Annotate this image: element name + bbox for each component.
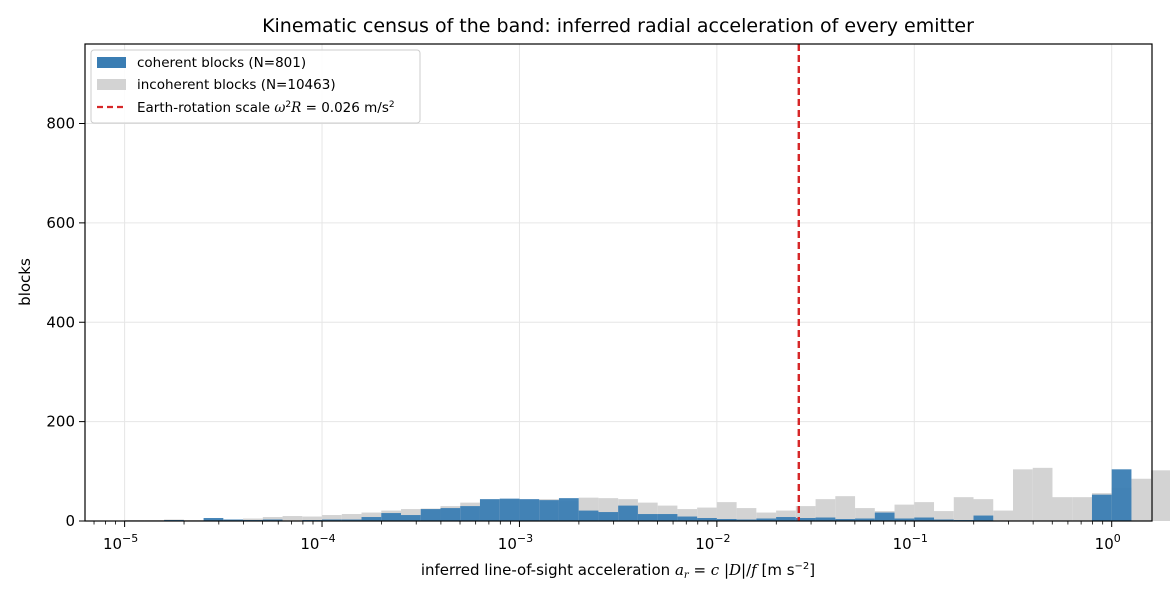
y-tick-label: 800 [46,115,75,133]
histogram-bar [1151,470,1170,521]
histogram-bar [1032,467,1053,521]
legend-label-reference: Earth-rotation scale ω2R = 0.026 m/s2 [137,100,395,116]
histogram-bar [795,506,816,521]
histogram-bar [894,518,915,521]
histogram-bar [1012,469,1033,521]
histogram-bar [934,511,954,521]
histogram-bar [855,518,875,521]
legend-label-incoherent: incoherent blocks (N=10463) [137,77,336,93]
histogram-bar [736,519,757,521]
histogram-bar [756,518,777,521]
histogram-bar [223,519,244,521]
histogram-bar [460,506,480,521]
histogram-bar [618,505,638,521]
histogram-bar [539,500,559,521]
histogram-bar [262,519,283,521]
legend: coherent blocks (N=801) incoherent block… [90,49,421,124]
histogram-bar [440,508,461,521]
histogram-bar [815,517,836,521]
histogram-bar [855,508,875,521]
histogram-bar [598,512,619,521]
histogram-bar [815,499,836,521]
histogram-bar [519,499,540,521]
histogram-bar [243,518,263,521]
histogram-bar [203,518,224,521]
histogram-bar [894,504,915,521]
legend-label-coherent: coherent blocks (N=801) [137,55,306,71]
histogram-bar [637,514,658,521]
y-tick-label: 600 [46,214,75,232]
histogram-bar [716,502,737,521]
histogram-bar [795,518,816,521]
histogram-bar [381,513,401,521]
x-tick-label: 10−2 [695,532,730,553]
histogram-bar [499,498,520,521]
x-tick-label: 100 [1095,532,1121,553]
y-axis-ticks: 0 200 400 600 800 [46,115,85,530]
legend-swatch-incoherent [97,79,126,90]
histogram-bar [1111,469,1132,521]
histogram-bar [835,496,856,521]
histogram-bar [322,519,342,521]
histogram-bar [400,515,421,521]
histogram-bar [993,510,1013,521]
histogram-bar [420,509,441,521]
histogram-bar [973,515,994,521]
histogram-bar [341,519,362,521]
histogram-bar [341,514,362,521]
histogram-bar [776,517,796,521]
histogram-bar [1131,478,1152,521]
histogram-bar [558,498,579,521]
histogram-bar [914,517,935,521]
histogram-bar [677,516,698,521]
histogram-bar [1091,494,1112,521]
histogram-bar [1052,497,1073,521]
histogram-bar [677,509,698,521]
histogram-bar [657,514,678,521]
y-tick-label: 200 [46,413,75,431]
histogram-bar [914,502,935,521]
x-tick-label: 10−3 [498,532,533,553]
histogram-bar [953,497,974,521]
legend-swatch-coherent [97,57,126,68]
histogram-bar [835,519,856,521]
y-tick-label: 0 [65,512,75,530]
y-axis-label: blocks [16,258,34,306]
chart-title: Kinematic census of the band: inferred r… [262,15,974,37]
histogram-bar [776,510,796,521]
histogram-bar [716,519,737,521]
y-tick-label: 400 [46,313,75,331]
incoherent-series [124,467,1170,521]
histogram-bar [262,517,283,521]
histogram-bar [302,516,323,521]
histogram-bar [736,508,757,521]
x-axis-label: inferred line-of-sight acceleration ar =… [421,561,815,581]
histogram-bar [322,515,342,521]
histogram-bar [756,512,777,521]
histogram-bar [874,512,895,521]
x-axis-ticks: 10−5 10−4 10−3 10−2 10−1 100 [93,521,1121,553]
histogram-bar [697,518,717,521]
histogram-bar [361,517,382,521]
histogram-bar [479,499,500,521]
histogram-bar [282,516,303,521]
legend-box [90,49,421,124]
histogram-bar [578,510,599,521]
x-tick-label: 10−5 [103,532,138,553]
x-tick-label: 10−4 [300,532,335,553]
plot-frame [84,43,1153,522]
histogram-bar [1072,497,1092,521]
x-tick-label: 10−1 [893,532,928,553]
x-axis-label-prefix: inferred line-of-sight acceleration [421,561,675,579]
histogram-bar [697,507,717,521]
histogram-bar [361,512,382,521]
histogram-bar [934,519,954,521]
